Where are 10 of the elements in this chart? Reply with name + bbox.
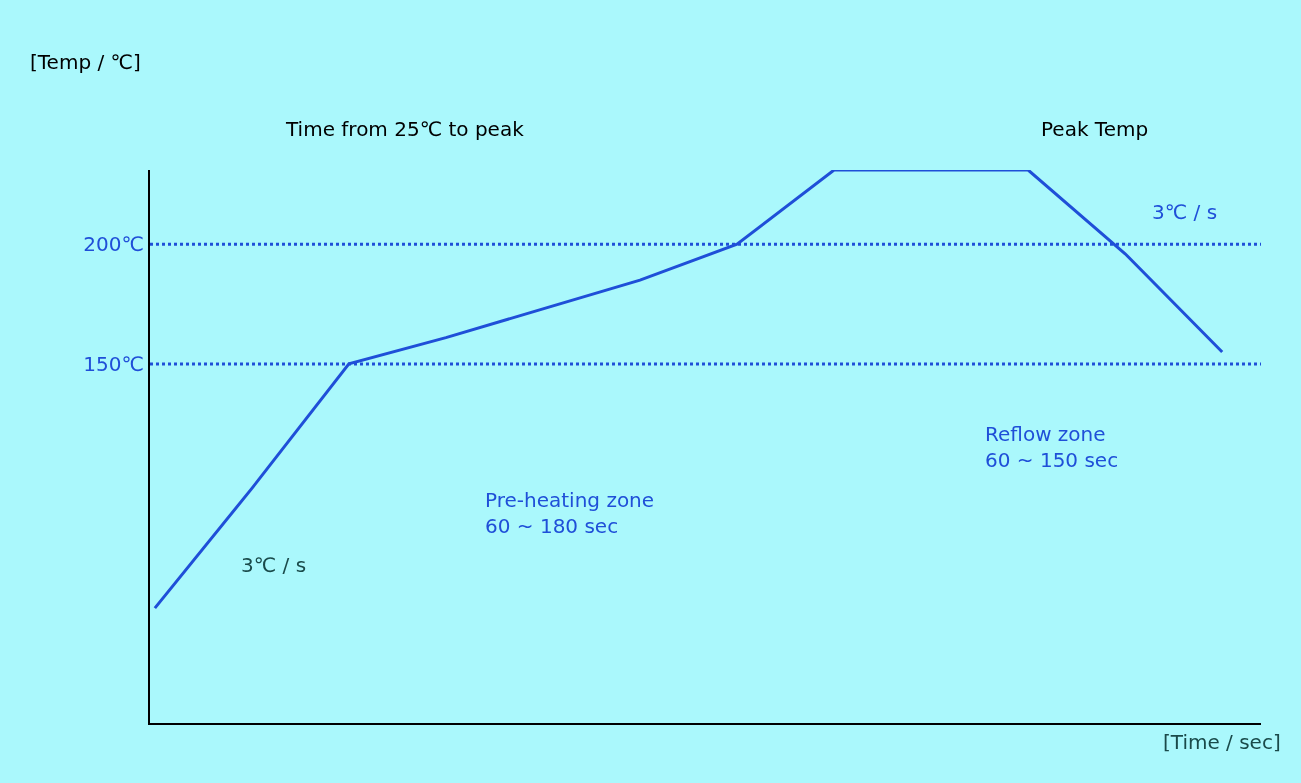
y-tick-label: 200℃: [83, 232, 144, 257]
x-axis-title: [Time / sec]: [1163, 730, 1281, 754]
annotation: 3℃ / s: [241, 553, 307, 577]
annotation: Pre-heating zone 60 ~ 180 sec: [485, 488, 655, 538]
y-axis-title: [Temp / ℃]: [30, 50, 141, 74]
text: Peak Temp: [1041, 117, 1149, 141]
text: Time from 25℃ to peak: [285, 117, 525, 141]
annotation: Reflow zone 60 ~ 150 sec: [985, 422, 1119, 472]
y-tick-label: 150℃: [83, 351, 144, 376]
annotation: 3℃ / s: [1152, 200, 1218, 224]
